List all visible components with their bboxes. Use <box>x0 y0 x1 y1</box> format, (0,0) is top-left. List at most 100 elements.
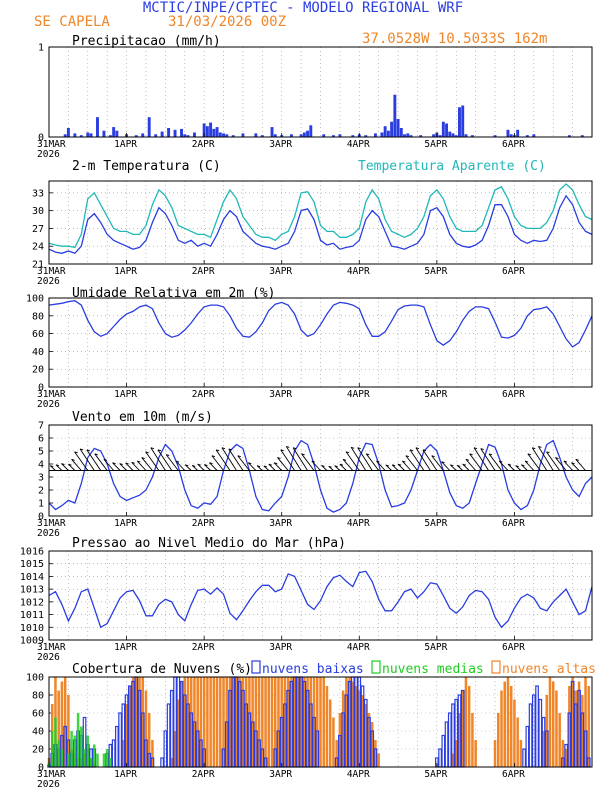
wind-arrow-head <box>431 455 435 458</box>
humidity-line-0 <box>48 300 593 348</box>
clouds-ytick-label: 20 <box>32 745 44 756</box>
cloud-bar-baixas <box>522 748 526 768</box>
wind-arrow-head <box>328 465 332 468</box>
pressure-xtick-label: 1APR <box>114 642 137 653</box>
wind-arrow <box>575 459 586 471</box>
wind-arrow-head <box>441 461 445 464</box>
cloud-bar-altas <box>196 677 199 767</box>
temperature-line-0 <box>48 194 593 255</box>
cloud-bar-altas <box>464 677 468 767</box>
precip-frame <box>48 46 593 138</box>
temperature-year-label: 2026 <box>37 276 60 287</box>
precip-bar <box>222 133 225 137</box>
cloud-bar-baixas <box>166 703 171 768</box>
wind-arrow-head <box>366 453 370 456</box>
temperature-xtick-label: 3APR <box>269 266 292 277</box>
precip-bar <box>180 128 183 137</box>
precip-bar <box>441 121 445 137</box>
cloud-bar-altas <box>558 713 561 767</box>
wind-arrow <box>524 460 535 471</box>
clouds-xtick-label: 6APR <box>502 769 525 780</box>
cloud-bar-baixas <box>525 725 530 768</box>
precip-ytick-label: 1 <box>38 43 44 54</box>
wind-arrow <box>184 464 192 471</box>
precip-bar <box>470 135 474 137</box>
wind-arrow-head <box>292 447 297 450</box>
cloud-bar-altas <box>577 681 581 767</box>
temperature-line-1 <box>48 183 593 249</box>
cloud-bar-baixas <box>538 698 543 768</box>
cloud-bar-altas <box>348 677 351 767</box>
pressure-ytick-label: 1013 <box>20 585 44 596</box>
pressure-xtick-label: 3APR <box>269 642 292 653</box>
wind-arrow <box>555 457 567 471</box>
pressure-ytick-label: 1014 <box>20 572 44 583</box>
cloud-bar-baixas <box>169 689 174 768</box>
precip-bar <box>516 129 520 137</box>
precip-bar <box>306 130 310 137</box>
precip-bar <box>209 122 213 137</box>
wind-arrow-head <box>376 460 380 463</box>
wind-arrow-head <box>119 463 123 466</box>
wind-arrow-head <box>465 458 470 461</box>
pressure-frame <box>48 550 593 641</box>
cloud-bar-altas <box>267 677 271 767</box>
cloud-bar-altas <box>454 740 458 767</box>
humidity-xtick-label: 31MAR <box>37 389 66 400</box>
cloud-bar-altas <box>206 677 209 767</box>
precip-bar <box>212 128 216 137</box>
pressure-ytick-label: 1011 <box>20 610 44 621</box>
wind-arrow <box>68 463 76 471</box>
wind-arrow-head <box>204 464 208 466</box>
precip-bar <box>322 134 326 137</box>
cloud-bar-altas <box>361 695 364 767</box>
wind-arrow <box>339 463 347 471</box>
wind-arrow <box>311 460 321 471</box>
wind-arrow-head <box>150 447 155 450</box>
wind-ytick-label: 2 <box>38 486 44 497</box>
cloud-bar-medias <box>86 735 90 767</box>
precip-bar <box>273 134 277 137</box>
wind-arrow-head <box>237 455 241 458</box>
cloud-bar-altas <box>358 690 361 767</box>
clouds-xtick-label: 4APR <box>347 769 370 780</box>
cloud-bar-baixas <box>441 734 446 768</box>
cloud-bar-altas <box>222 677 225 767</box>
wind-arrow <box>112 462 121 471</box>
wind-arrow-head <box>571 462 575 465</box>
wind-arrow <box>191 465 198 471</box>
temperature-xtick-label: 2APR <box>192 266 215 277</box>
cloud-bar-altas <box>244 677 248 767</box>
wind-arrow <box>365 453 380 471</box>
wind-arrow-head <box>345 451 350 454</box>
wind-arrow-head <box>457 464 461 467</box>
precip-bar <box>331 135 335 137</box>
cloud-bar-altas <box>180 681 183 767</box>
wind-arrow <box>228 448 244 471</box>
wind-arrow-head <box>462 463 466 466</box>
cloud-bar-altas <box>235 677 238 767</box>
wind-arrow <box>321 465 328 471</box>
wind-arrow <box>469 453 483 471</box>
wind-arrow-head <box>311 460 315 463</box>
wind-arrow <box>277 457 289 471</box>
wind-arrow <box>415 447 431 471</box>
precip-bar <box>241 133 245 137</box>
precip-bar <box>373 133 377 137</box>
apparent-temperature-title: Temperatura Aparente (C) <box>358 159 546 174</box>
wind-arrow <box>175 460 186 471</box>
wind-year-label: 2026 <box>37 528 60 539</box>
cloud-bar-altas <box>131 677 135 767</box>
precip-bar <box>493 135 497 137</box>
wind-arrow-head <box>131 461 135 464</box>
wind-arrow <box>538 446 554 471</box>
wind-arrow <box>462 463 470 471</box>
cloud-bar-altas <box>551 681 555 767</box>
wind-arrow <box>119 463 127 471</box>
precip-bar <box>396 119 400 137</box>
clouds-ytick-label: 100 <box>26 673 44 684</box>
clouds-ytick-label: 60 <box>32 709 44 720</box>
cloud-bar-altas <box>581 695 584 767</box>
